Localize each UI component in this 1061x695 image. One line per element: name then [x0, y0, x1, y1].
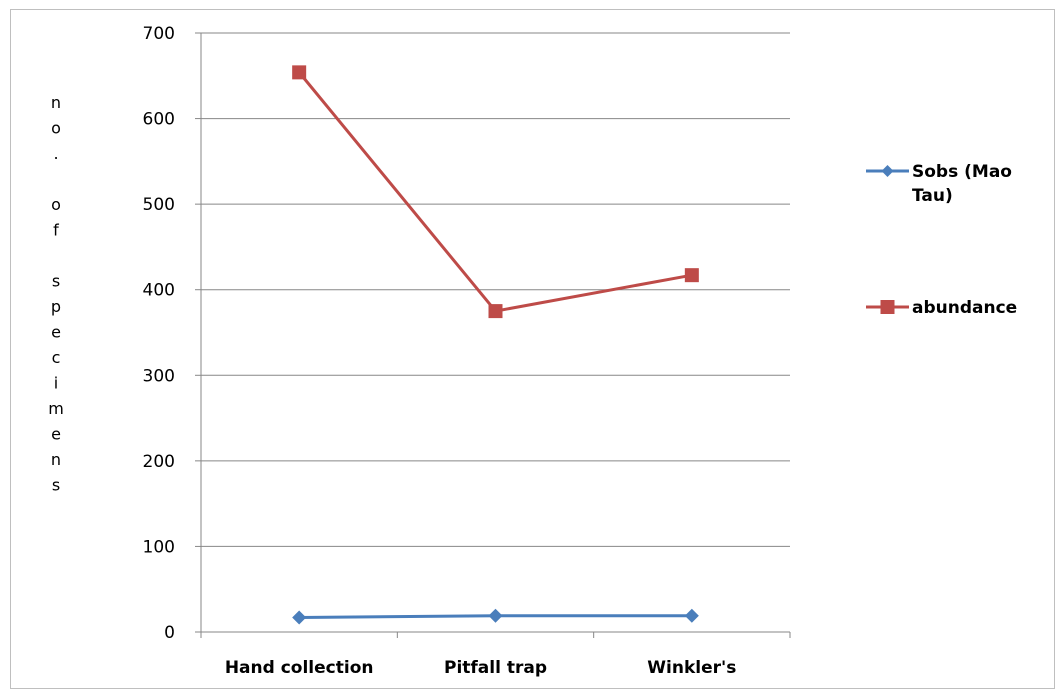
legend-label: abundance: [912, 298, 1017, 318]
y-tick-label: 400: [143, 281, 175, 301]
y-axis-label-char: .: [53, 144, 58, 163]
series-group: [292, 65, 699, 625]
axes: [195, 32, 791, 638]
y-axis-label-char: e: [51, 323, 61, 342]
legend: Sobs (Mao Tau) abundance: [866, 162, 1017, 318]
x-tick-label: Hand collection: [225, 658, 374, 678]
y-axis-label-char: s: [52, 476, 60, 495]
data-point-marker: [684, 268, 699, 283]
y-axis-label-char: i: [54, 374, 58, 393]
chart-frame: [10, 9, 1055, 689]
y-tick-label: 500: [143, 195, 175, 215]
x-tick-label: Pitfall trap: [444, 658, 547, 678]
y-tick-label: 200: [143, 452, 175, 472]
y-axis-label-char: o: [51, 119, 61, 138]
gridlines: [201, 32, 790, 547]
y-tick-label: 300: [143, 366, 175, 386]
data-point-marker: [292, 610, 307, 625]
y-axis-tick-labels: 0 100 200 300 400 500 600 700: [143, 24, 175, 643]
data-point-marker: [488, 304, 503, 319]
y-axis-label-char: m: [48, 399, 64, 418]
data-point-marker: [684, 608, 699, 623]
y-axis-label-char: e: [51, 425, 61, 444]
x-tick-label: Winkler's: [647, 658, 736, 678]
y-axis-label-char: f: [53, 221, 59, 240]
y-tick-label: 700: [143, 24, 175, 44]
y-axis-label-char: o: [51, 195, 61, 214]
y-tick-label: 0: [164, 623, 175, 643]
y-axis-label-char: s: [52, 272, 60, 291]
data-point-marker: [488, 608, 503, 623]
legend-marker: [880, 300, 895, 314]
legend-label: Tau): [912, 186, 953, 206]
y-axis-label-char: n: [51, 93, 61, 112]
y-axis-label-char: p: [51, 297, 61, 316]
legend-marker: [881, 165, 894, 177]
y-axis-label-char: n: [51, 450, 61, 469]
x-axis-tick-labels: Hand collection Pitfall trap Winkler's: [225, 658, 737, 678]
y-axis-label-char: c: [52, 348, 61, 367]
series-line: [298, 71, 693, 313]
legend-label: Sobs (Mao: [912, 162, 1012, 182]
y-tick-label: 600: [143, 110, 175, 130]
y-tick-label: 100: [143, 537, 175, 557]
data-point-marker: [292, 65, 307, 80]
